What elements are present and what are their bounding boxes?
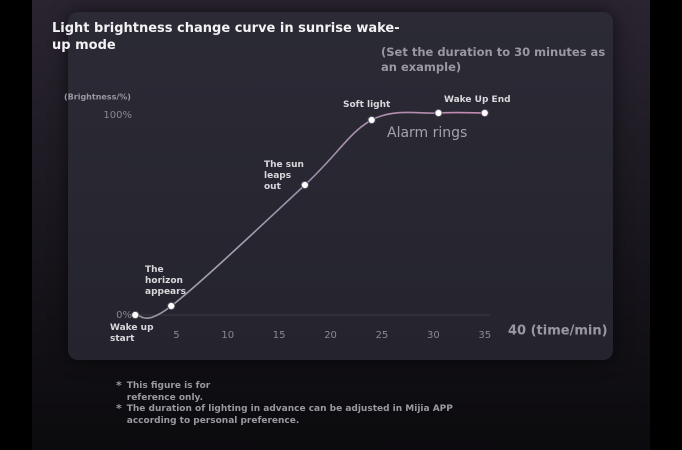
- footnote-marker: *: [116, 379, 122, 392]
- point: [434, 108, 443, 118]
- footnote-text: This figure is for reference only.: [126, 381, 211, 403]
- x-axis-label: 40 (time/min): [508, 324, 608, 339]
- footnote: * The duration of lighting in advance can…: [116, 403, 476, 427]
- point-label: The horizon appears: [145, 265, 186, 297]
- x-tick-label: 5: [173, 330, 179, 341]
- point-label: The sun leaps out: [264, 160, 304, 192]
- x-tick-label: 30: [427, 330, 440, 341]
- x-tick-label: 25: [376, 330, 389, 341]
- chart-panel: [68, 12, 613, 360]
- y-tick-label: 0%: [116, 310, 132, 321]
- footnote-text: The duration of lighting in advance can …: [126, 404, 453, 426]
- x-tick-label: 35: [478, 330, 491, 341]
- point-label: Wake up start: [110, 323, 154, 344]
- point-label: Wake Up End: [444, 95, 511, 105]
- point: [131, 310, 140, 320]
- y-axis-label: (Brightness/%): [64, 93, 131, 102]
- annotation: Alarm rings: [387, 125, 467, 141]
- point: [480, 108, 489, 118]
- footnote-marker: *: [116, 402, 122, 415]
- chart-title: Light brightness change curve in sunrise…: [52, 21, 400, 53]
- x-tick-label: 10: [221, 330, 234, 341]
- point-label: Soft light: [343, 100, 391, 110]
- chart-subtitle: (Set the duration to 30 minutes as an ex…: [381, 45, 606, 74]
- footnote: * This figure is for reference only.: [116, 380, 236, 404]
- x-tick-label: 20: [324, 330, 337, 341]
- point: [167, 301, 176, 311]
- x-tick-label: 15: [273, 330, 286, 341]
- point: [300, 180, 309, 190]
- point: [367, 115, 376, 125]
- y-tick-label: 100%: [103, 110, 132, 121]
